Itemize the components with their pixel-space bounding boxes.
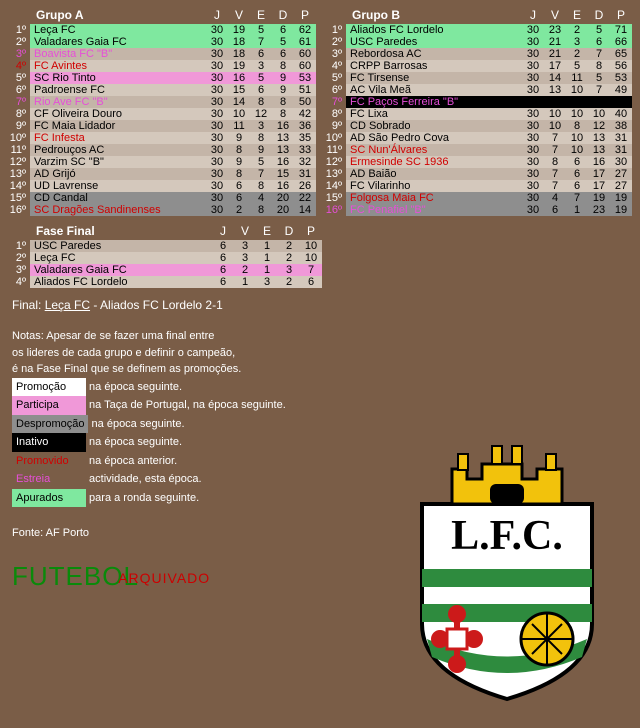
- legend-tag: Apurados: [12, 489, 86, 508]
- table-row: 2ºLeça FC631210: [8, 252, 322, 264]
- table-row: 2ºUSC Paredes30213666: [324, 36, 632, 48]
- table-row: 5ºFC Tirsense301411553: [324, 72, 632, 84]
- notes-items: Promoção na época seguinte.Participa na …: [12, 378, 408, 508]
- table-row: 16ºSC Dragões Sandinenses30282014: [8, 204, 316, 216]
- table-row: 11ºPedrouços AC30891333: [8, 144, 316, 156]
- legend-tag: Promoção: [12, 378, 86, 397]
- table-row: 16ºFC Penafiel "B"30612319: [324, 204, 632, 216]
- table-row: 1ºLeça FC30195662: [8, 24, 316, 36]
- table-row: 13ºAD Grijó30871531: [8, 168, 316, 180]
- group-b-title: Grupo B: [352, 8, 522, 22]
- table-row: 4ºAliados FC Lordelo61326: [8, 276, 322, 288]
- club-crest: L.F.C.: [392, 414, 622, 704]
- table-row: 14ºFC Vilarinho30761727: [324, 180, 632, 192]
- table-row: 12ºErmesinde SC 193630861630: [324, 156, 632, 168]
- table-row: 9ºCD Sobrado301081238: [324, 120, 632, 132]
- table-row: 12ºVarzim SC "B"30951632: [8, 156, 316, 168]
- table-row: 6ºPadroense FC30156951: [8, 84, 316, 96]
- group-b-table: 1ºAliados FC Lordelo302325712ºUSC Parede…: [324, 24, 632, 216]
- table-row: 11ºSC Nun'Álvares307101331: [324, 144, 632, 156]
- table-row: 8ºFC Lixa3010101040: [324, 108, 632, 120]
- group-a: Grupo A J V E D P 1ºLeça FC301956622ºVal…: [8, 8, 316, 216]
- table-row: 10ºAD São Pedro Cova307101331: [324, 132, 632, 144]
- svg-text:L.F.C.: L.F.C.: [451, 513, 563, 559]
- table-row: 9ºFC Maia Lidador301131636: [8, 120, 316, 132]
- table-row: 13ºAD Baião30761727: [324, 168, 632, 180]
- table-row: 6ºAC Vila Meã301310749: [324, 84, 632, 96]
- final-result: Final: Leça FC - Aliados FC Lordelo 2-1: [0, 288, 640, 322]
- table-row: 3ºRebordosa AC30212765: [324, 48, 632, 60]
- legend-tag: Inativo: [12, 433, 86, 452]
- table-row: 10ºFC Infesta30981335: [8, 132, 316, 144]
- notes-block: Notas: Apesar de se fazer uma final entr…: [0, 322, 420, 513]
- table-row: 14ºUD Lavrense30681626: [8, 180, 316, 192]
- table-row: 7ºRio Ave FC "B"30148850: [8, 96, 316, 108]
- legend-tag: Estreia: [12, 470, 86, 489]
- table-row: 2ºValadares Gaia FC30187561: [8, 36, 316, 48]
- fase-final-table: 1ºUSC Paredes6312102ºLeça FC6312103ºVala…: [8, 240, 322, 288]
- group-a-title: Grupo A: [36, 8, 206, 22]
- table-row: 4ºCRPP Barrosas30175856: [324, 60, 632, 72]
- table-row: 15ºFolgosa Maia FC30471919: [324, 192, 632, 204]
- table-row: 1ºAliados FC Lordelo30232571: [324, 24, 632, 36]
- group-a-table: 1ºLeça FC301956622ºValadares Gaia FC3018…: [8, 24, 316, 216]
- table-row: 4ºFC Avintes30193860: [8, 60, 316, 72]
- table-row: 7ºFC Paços Ferreira "B"30129945: [324, 96, 632, 108]
- legend-tag: Despromoção: [12, 415, 88, 434]
- table-row: 5ºSC Rio Tinto30165953: [8, 72, 316, 84]
- table-row: 15ºCD Candal30642022: [8, 192, 316, 204]
- legend-tag: Promovido: [12, 452, 86, 471]
- fase-final-title: Fase Final: [36, 224, 212, 238]
- legend-tag: Participa: [12, 396, 86, 415]
- table-row: 3ºBoavista FC "B"30186660: [8, 48, 316, 60]
- table-row: 1ºUSC Paredes631210: [8, 240, 322, 252]
- group-b: Grupo B J V E D P 1ºAliados FC Lordelo30…: [324, 8, 632, 216]
- table-row: 3ºValadares Gaia FC62137: [8, 264, 322, 276]
- table-row: 8ºCF Oliveira Douro301012842: [8, 108, 316, 120]
